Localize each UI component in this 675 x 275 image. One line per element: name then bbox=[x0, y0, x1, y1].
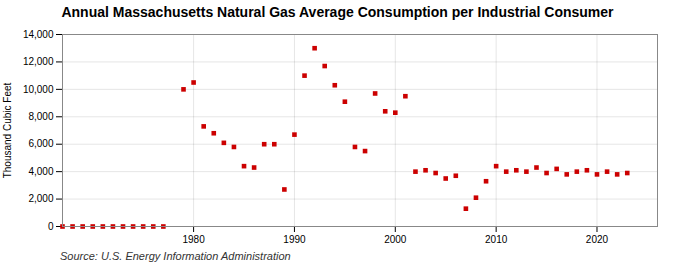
svg-text:0: 0 bbox=[48, 221, 54, 232]
svg-text:1990: 1990 bbox=[283, 234, 306, 245]
svg-text:8,000: 8,000 bbox=[28, 111, 53, 122]
svg-text:4,000: 4,000 bbox=[28, 166, 53, 177]
html-text:Annual Massachusetts Natural G: Annual Massachusetts Natural Gas Average… bbox=[61, 4, 614, 20]
svg-text:14,000: 14,000 bbox=[23, 29, 54, 40]
svg-text:10,000: 10,000 bbox=[23, 84, 54, 95]
svg-text:2000: 2000 bbox=[384, 234, 407, 245]
svg-text:Thousand Cubic Feet: Thousand Cubic Feet bbox=[2, 82, 13, 178]
svg-text:1980: 1980 bbox=[182, 234, 205, 245]
svg-text:2010: 2010 bbox=[485, 234, 508, 245]
html-text:Source: U.S. Energy Informatio: Source: U.S. Energy Information Administ… bbox=[60, 250, 291, 262]
svg-text:12,000: 12,000 bbox=[23, 56, 54, 67]
svg-text:2,000: 2,000 bbox=[28, 193, 53, 204]
svg-text:6,000: 6,000 bbox=[28, 138, 53, 149]
svg-text:2020: 2020 bbox=[586, 234, 609, 245]
